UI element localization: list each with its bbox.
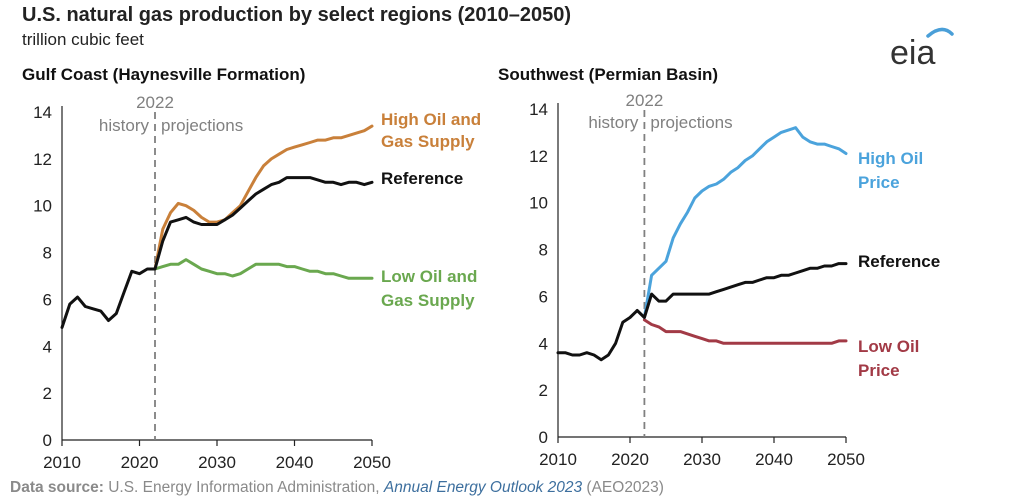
series-line-high-oil-price xyxy=(642,126,848,319)
series-label-reference: Reference xyxy=(858,252,940,271)
y-tick-label: 6 xyxy=(43,290,52,309)
x-tick-label: 2040 xyxy=(276,453,314,472)
series-line-low-oil-price xyxy=(642,318,848,345)
data-source: Data source: U.S. Energy Information Adm… xyxy=(10,479,664,497)
y-tick-label: 4 xyxy=(43,337,52,356)
y-tick-label: 2 xyxy=(43,384,52,403)
y-tick-label: 12 xyxy=(529,147,548,166)
series-label-reference: Reference xyxy=(381,169,463,188)
logo-arc-icon xyxy=(926,27,954,38)
source-prefix: Data source: xyxy=(10,479,104,496)
panel-title-gulf-coast: Gulf Coast (Haynesville Formation) xyxy=(22,65,306,84)
y-tick-label: 0 xyxy=(43,431,52,450)
x-tick-label: 2030 xyxy=(198,453,236,472)
x-tick-label: 2050 xyxy=(827,450,865,469)
y-tick-label: 10 xyxy=(529,194,548,213)
series-line-high-oil-and-gas-supply xyxy=(153,124,374,271)
y-tick-label: 2 xyxy=(539,381,548,400)
projections-label: projections xyxy=(650,113,732,132)
history-label: history xyxy=(588,113,639,132)
chart-panel-gulf-coast: 0 2 4 6 8 10 12 14 2010 2020 2030 2040 2050 2022 histo… xyxy=(33,93,481,472)
y-tick-label: 6 xyxy=(539,287,548,306)
y-tick-label: 4 xyxy=(539,334,548,353)
x-tick-label: 2010 xyxy=(43,453,81,472)
series-label-high-oil-and-gas-supply: High Oil and xyxy=(381,110,481,129)
divider-year-label: 2022 xyxy=(625,91,663,110)
x-tick-label: 2050 xyxy=(353,453,391,472)
source-agency: U.S. Energy Information Administration, xyxy=(108,479,380,496)
x-tick-label: 2030 xyxy=(683,450,721,469)
y-tick-label: 12 xyxy=(33,150,52,169)
history-label: history xyxy=(99,116,150,135)
eia-logo: eia xyxy=(890,27,954,72)
unit-label: trillion cubic feet xyxy=(22,30,144,49)
series-label-high-oil-price: Price xyxy=(858,173,900,192)
series-line-reference xyxy=(60,176,374,329)
chart-title: U.S. natural gas production by select re… xyxy=(22,4,572,26)
series-line-low-oil-and-gas-supply xyxy=(153,258,374,280)
series-label-high-oil-price: High Oil xyxy=(858,149,923,168)
projections-label: projections xyxy=(161,116,243,135)
series-label-low-oil-and-gas-supply: Gas Supply xyxy=(381,291,475,310)
x-tick-label: 2020 xyxy=(121,453,159,472)
y-tick-label: 8 xyxy=(43,244,52,263)
y-tick-label: 8 xyxy=(539,241,548,260)
series-line-reference xyxy=(556,262,848,362)
y-tick-label: 10 xyxy=(33,197,52,216)
series-label-low-oil-price: Price xyxy=(858,361,900,380)
series-label-high-oil-and-gas-supply: Gas Supply xyxy=(381,132,475,151)
y-tick-label: 0 xyxy=(539,428,548,447)
series-label-low-oil-and-gas-supply: Low Oil and xyxy=(381,267,477,286)
x-tick-label: 2040 xyxy=(755,450,793,469)
x-tick-label: 2010 xyxy=(539,450,577,469)
source-suffix: (AEO2023) xyxy=(586,479,664,496)
logo-text: eia xyxy=(890,34,935,72)
divider-year-label: 2022 xyxy=(136,93,174,112)
y-tick-label: 14 xyxy=(529,100,548,119)
y-tick-label: 14 xyxy=(33,103,52,122)
panel-title-southwest: Southwest (Permian Basin) xyxy=(498,65,719,84)
x-tick-label: 2020 xyxy=(611,450,649,469)
series-label-low-oil-price: Low Oil xyxy=(858,337,919,356)
source-report-link[interactable]: Annual Energy Outlook 2023 xyxy=(383,479,583,496)
chart-panel-southwest: 0 2 4 6 8 10 12 14 2010 2020 2030 2040 2050 2022 histo… xyxy=(529,91,940,469)
